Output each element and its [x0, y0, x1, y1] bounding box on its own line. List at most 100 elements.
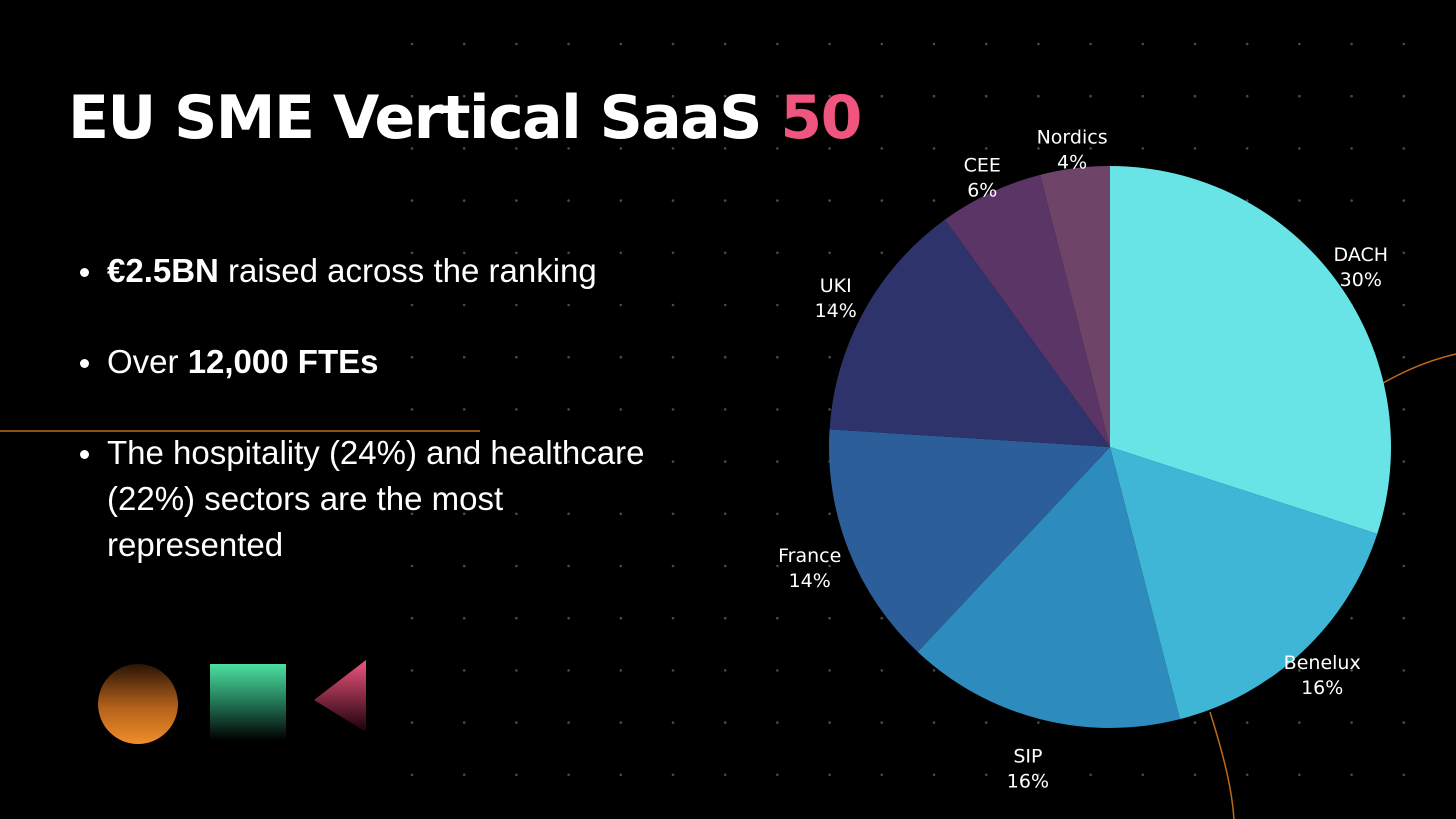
grid-dot	[671, 512, 675, 516]
grid-dot	[828, 303, 831, 307]
grid-dot	[1402, 721, 1406, 724]
grid-dot	[410, 355, 414, 359]
grid-dot	[671, 251, 675, 255]
grid-dot	[880, 147, 884, 150]
grid-dot	[984, 773, 988, 777]
grid-dot	[828, 355, 831, 359]
grid-dot	[410, 303, 414, 307]
grid-dot	[723, 616, 727, 620]
grid-dot	[515, 199, 518, 202]
grid-dot	[1298, 94, 1301, 98]
grid-dot	[462, 616, 466, 620]
grid-dot	[671, 773, 675, 777]
grid-dot	[880, 616, 884, 620]
grid-dot	[567, 199, 570, 202]
grid-dot	[410, 721, 414, 724]
grid-dot	[1193, 94, 1197, 98]
grid-dot	[1245, 773, 1249, 777]
grid-dot	[567, 616, 570, 620]
grid-dot	[515, 512, 518, 516]
grid-dot	[410, 42, 414, 46]
grid-dot	[567, 147, 570, 150]
grid-dot	[1298, 721, 1301, 724]
grid-dot	[619, 564, 623, 568]
grid-dot	[1350, 94, 1353, 98]
grid-dot	[619, 512, 623, 516]
grid-dot	[723, 94, 727, 98]
grid-dot	[1350, 147, 1353, 150]
pie-label-france: France 14%	[778, 545, 841, 592]
grid-dot	[462, 94, 466, 98]
grid-dot	[619, 355, 623, 359]
grid-dot	[515, 669, 518, 672]
grid-dot	[723, 251, 727, 255]
grid-dot	[1141, 147, 1145, 150]
grid-dot	[619, 408, 623, 411]
grid-dot	[1350, 251, 1353, 255]
grid-dot	[723, 408, 727, 411]
grid-dot	[1089, 94, 1092, 98]
grid-dot	[723, 42, 727, 46]
grid-dot	[1350, 773, 1353, 777]
grid-dot	[567, 773, 570, 777]
grid-dot	[1298, 773, 1301, 777]
grid-dot	[880, 251, 884, 255]
grid-dot	[462, 408, 466, 411]
grid-dot	[723, 303, 727, 307]
grid-dot	[515, 355, 518, 359]
grid-dot	[828, 512, 831, 516]
grid-dot	[932, 773, 936, 777]
pie-label-value: 4%	[1057, 151, 1087, 173]
grid-dot	[1298, 147, 1301, 150]
bullet-bold: 12,000 FTEs	[187, 343, 379, 380]
grid-dot	[1402, 408, 1406, 411]
grid-dot	[723, 512, 727, 516]
grid-dot	[619, 721, 623, 724]
grid-dot	[1402, 512, 1406, 516]
grid-dot	[1037, 773, 1040, 777]
pie-slice-uki	[829, 219, 1110, 447]
grid-dot	[671, 147, 675, 150]
grid-dot	[1037, 42, 1040, 46]
grid-dot	[828, 147, 831, 150]
grid-dot	[567, 42, 570, 46]
pie-label-name: UKI	[820, 275, 852, 297]
grid-dot	[410, 408, 414, 411]
pie-label-nordics: Nordics 4%	[1037, 126, 1108, 173]
grid-dot	[567, 721, 570, 724]
grid-dot	[567, 564, 570, 568]
grid-dot	[462, 721, 466, 724]
grid-dot	[828, 564, 831, 568]
grid-dot	[1089, 147, 1092, 150]
grid-dot	[619, 147, 623, 150]
grid-dot	[619, 199, 623, 202]
grid-dot	[880, 42, 884, 46]
grid-dot	[828, 721, 831, 724]
grid-dot	[515, 251, 518, 255]
grid-dot	[567, 355, 570, 359]
grid-dot	[1037, 721, 1040, 724]
grid-dot	[462, 355, 466, 359]
grid-dot	[671, 355, 675, 359]
grid-dot	[828, 669, 831, 672]
grid-dot	[828, 199, 831, 202]
pie-label-name: France	[778, 545, 841, 567]
grid-dot	[776, 773, 779, 777]
pie-slice-nordics	[1040, 166, 1110, 447]
grid-dot	[410, 199, 414, 202]
page-title: EU SME Vertical SaaS 50	[68, 82, 862, 154]
grid-dot	[1402, 669, 1406, 672]
bullet-text: raised across the ranking	[218, 252, 597, 289]
title-accent: 50	[780, 83, 862, 153]
pie-slice-cee	[944, 174, 1110, 447]
bullet-item-sectors: The hospitality (24%) and healthcare (22…	[78, 430, 678, 568]
grid-dot	[567, 408, 570, 411]
grid-dot	[828, 251, 831, 255]
grid-dot	[515, 147, 518, 150]
grid-dot	[567, 460, 570, 463]
grid-dot	[984, 721, 988, 724]
grid-dot	[671, 460, 675, 463]
grid-dot	[932, 199, 936, 202]
grid-dot	[1193, 721, 1197, 724]
grid-dot	[619, 669, 623, 672]
